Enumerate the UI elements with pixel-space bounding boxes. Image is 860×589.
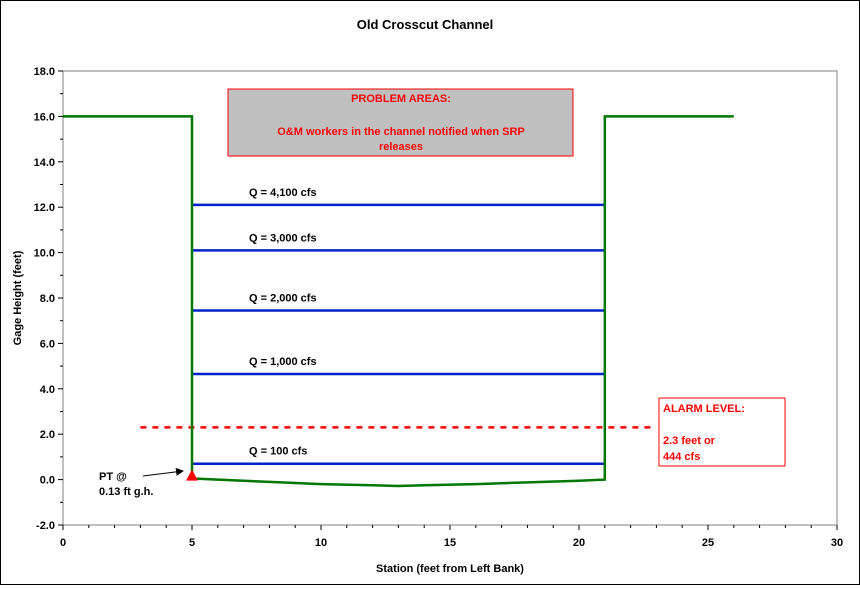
problem-areas-box <box>227 88 574 157</box>
flow-level-lines: Q = 4,100 cfs Q = 3,000 cfs Q = 2,000 cfs Q… <box>192 187 605 465</box>
alarm-level-title: ALARM LEVEL: <box>663 403 745 415</box>
flow-level-label: Q = 100 cfs <box>249 446 307 458</box>
alarm-level-callout: ALARM LEVEL: 2.3 feet or 444 cfs <box>658 397 786 467</box>
y-tick-label: -2.0 <box>36 520 55 532</box>
problem-areas-text-line1: O&M workers in the channel notified when… <box>277 126 525 138</box>
y-axis: -2.0 0.0 2.0 4.0 6.0 8.0 10.0 12.0 14.0 16.0 18.0 <box>34 66 63 532</box>
x-tick-label: 10 <box>315 537 327 549</box>
problem-areas-title: PROBLEM AREAS: <box>351 93 451 105</box>
chart-title: Old Crosscut Channel <box>357 17 494 32</box>
y-axis-label: Gage Height (feet) <box>12 250 24 345</box>
y-tick-label: 6.0 <box>40 338 55 350</box>
y-tick-label: 16.0 <box>34 111 55 123</box>
x-axis: 0 5 10 15 20 25 30 <box>60 525 843 549</box>
y-tick-label: 12.0 <box>34 202 55 214</box>
flow-level-label: Q = 2,000 cfs <box>249 292 317 304</box>
problem-areas-callout: PROBLEM AREAS: O&M workers in the channe… <box>227 88 574 157</box>
pt-label-line1: PT @ <box>99 471 127 483</box>
x-tick-label: 0 <box>60 537 66 549</box>
x-tick-label: 5 <box>189 537 195 549</box>
x-tick-label: 30 <box>831 537 843 549</box>
alarm-level-line1: 2.3 feet or <box>663 435 716 447</box>
flow-level-label: Q = 3,000 cfs <box>249 232 317 244</box>
x-tick-label: 15 <box>444 537 456 549</box>
y-tick-label: 8.0 <box>40 293 55 305</box>
pt-marker-icon <box>186 469 198 481</box>
alarm-level-line2: 444 cfs <box>663 451 700 463</box>
x-tick-label: 25 <box>702 537 714 549</box>
y-tick-label: 0.0 <box>40 475 55 487</box>
y-tick-label: 14.0 <box>34 157 55 169</box>
pt-arrow <box>142 467 184 477</box>
y-tick-label: 18.0 <box>34 66 55 78</box>
channel-profile-line <box>63 115 734 488</box>
y-tick-label: 10.0 <box>34 248 55 260</box>
problem-areas-text-line2: releases <box>379 141 423 153</box>
alarm-level-box <box>658 397 786 467</box>
pt-label-line2: 0.13 ft g.h. <box>99 486 153 498</box>
x-tick-label: 20 <box>573 537 585 549</box>
y-tick-label: 4.0 <box>40 384 55 396</box>
x-axis-label: Station (feet from Left Bank) <box>376 563 524 575</box>
flow-level-label: Q = 4,100 cfs <box>249 187 317 199</box>
y-tick-label: 2.0 <box>40 429 55 441</box>
flow-level-label: Q = 1,000 cfs <box>249 356 317 368</box>
